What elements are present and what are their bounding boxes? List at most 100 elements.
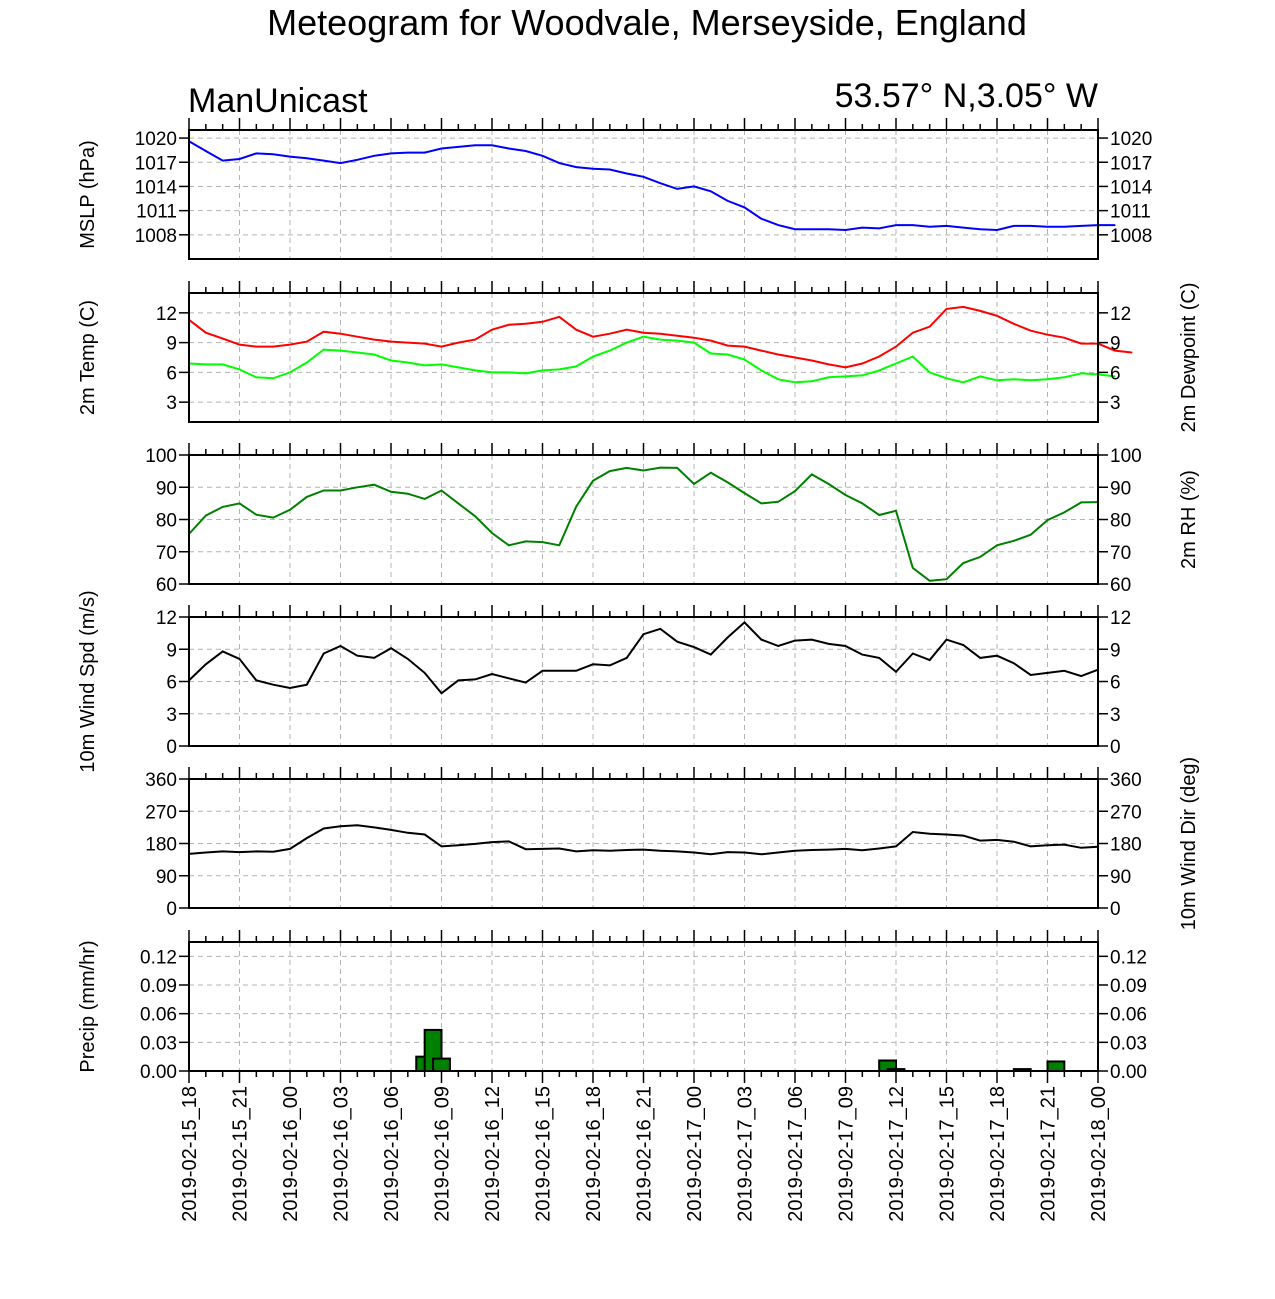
data-point xyxy=(878,355,880,358)
data-point xyxy=(356,351,359,354)
data-point xyxy=(457,502,460,505)
data-point xyxy=(693,336,695,339)
data-point xyxy=(693,341,695,344)
y-tick-label-right: 0.06 xyxy=(1110,1005,1147,1026)
data-point xyxy=(221,850,224,853)
x-tick-label: 2019-02-16_15 xyxy=(533,1086,555,1222)
y-axis-title-right: 10m Wind Dir (deg) xyxy=(1178,757,1200,930)
data-point xyxy=(356,335,359,338)
y-tick-label-right: 0.03 xyxy=(1110,1033,1147,1054)
data-point xyxy=(474,338,476,341)
x-tick-label: 2019-02-16_09 xyxy=(432,1086,454,1222)
data-point xyxy=(777,851,779,854)
data-point xyxy=(356,486,359,489)
data-point xyxy=(238,502,241,505)
data-point xyxy=(693,851,695,854)
data-point xyxy=(878,369,880,372)
data-point xyxy=(844,375,847,378)
data-point xyxy=(979,556,981,558)
data-point xyxy=(794,490,796,492)
data-point xyxy=(1114,224,1116,226)
data-point xyxy=(289,509,291,511)
data-point xyxy=(760,349,763,352)
data-point xyxy=(306,496,308,498)
data-point xyxy=(524,681,527,684)
data-point xyxy=(878,227,880,230)
y-tick-label: 60 xyxy=(156,575,177,596)
x-tick-label: 2019-02-17_03 xyxy=(735,1086,757,1222)
data-point xyxy=(676,339,678,342)
y-tick-label-right: 0 xyxy=(1110,737,1121,758)
data-point xyxy=(1046,519,1049,521)
panel-2: 3 3 6 6 9 9 12 12 2m Temp (C) 2m Dewpoint (C) xyxy=(77,281,1200,433)
data-point xyxy=(1063,669,1066,672)
data-point xyxy=(710,653,712,656)
model-label: ManUnicast xyxy=(188,82,368,120)
data-point xyxy=(407,658,409,660)
data-point xyxy=(1046,844,1049,847)
data-point xyxy=(659,466,662,469)
data-point xyxy=(407,361,409,364)
x-axis-labels: 2019-02-15_18 2019-02-15_21 2019-02-16_00 2… xyxy=(179,1086,1110,1222)
data-point xyxy=(928,833,931,835)
data-point xyxy=(642,848,645,851)
y-tick-label-right: 1014 xyxy=(1110,177,1153,198)
data-point xyxy=(390,490,392,493)
y-tick-label-right: 70 xyxy=(1110,543,1131,564)
data-point xyxy=(895,345,897,348)
data-point xyxy=(423,672,426,674)
y-tick-label-right: 3 xyxy=(1110,393,1121,414)
data-point xyxy=(205,150,207,152)
data-point xyxy=(1080,675,1082,677)
data-point xyxy=(1130,351,1133,354)
y-tick-label: 1014 xyxy=(135,177,178,198)
data-point xyxy=(1046,225,1049,228)
data-point xyxy=(575,850,577,853)
data-point xyxy=(827,643,830,645)
y-tick-label: 1020 xyxy=(135,129,177,150)
data-point xyxy=(726,200,729,202)
data-point xyxy=(794,639,796,642)
data-point xyxy=(928,579,931,582)
data-point xyxy=(609,664,611,667)
data-point xyxy=(255,152,258,155)
data-point xyxy=(928,371,931,374)
data-point xyxy=(221,650,224,653)
data-point xyxy=(306,157,308,160)
data-point xyxy=(541,848,544,850)
data-point xyxy=(861,653,864,656)
meteogram-panels: 1008 1008 1011 1011 1014 1014 1017 1017 1020 1020… xyxy=(77,118,1200,1222)
data-point xyxy=(339,489,342,492)
y-tick-label-right: 100 xyxy=(1110,446,1142,467)
data-point xyxy=(811,849,813,851)
data-point xyxy=(524,372,527,375)
data-point xyxy=(575,505,577,508)
data-point xyxy=(979,839,981,842)
data-point xyxy=(693,646,695,648)
data-point xyxy=(962,381,965,384)
data-point xyxy=(272,850,274,853)
x-tick-label: 2019-02-16_21 xyxy=(634,1086,656,1222)
data-point xyxy=(827,363,830,366)
precip-bar xyxy=(1046,1060,1066,1073)
data-point xyxy=(221,159,224,162)
data-point xyxy=(962,834,965,837)
y-tick-label: 0.03 xyxy=(140,1033,177,1054)
data-point xyxy=(912,224,914,226)
data-point xyxy=(306,683,308,686)
data-point xyxy=(642,331,645,334)
data-point xyxy=(979,310,981,312)
data-point xyxy=(238,658,241,660)
data-point xyxy=(642,335,645,338)
data-point xyxy=(625,172,628,175)
data-point xyxy=(356,159,359,161)
data-point xyxy=(945,308,948,310)
data-point xyxy=(373,353,375,356)
data-point xyxy=(255,850,258,853)
data-point xyxy=(676,334,678,337)
data-point xyxy=(255,513,258,516)
x-tick-label: 2019-02-15_18 xyxy=(179,1086,201,1222)
data-point xyxy=(811,473,813,476)
data-point xyxy=(322,159,325,162)
y-tick-label-right: 6 xyxy=(1110,363,1121,384)
